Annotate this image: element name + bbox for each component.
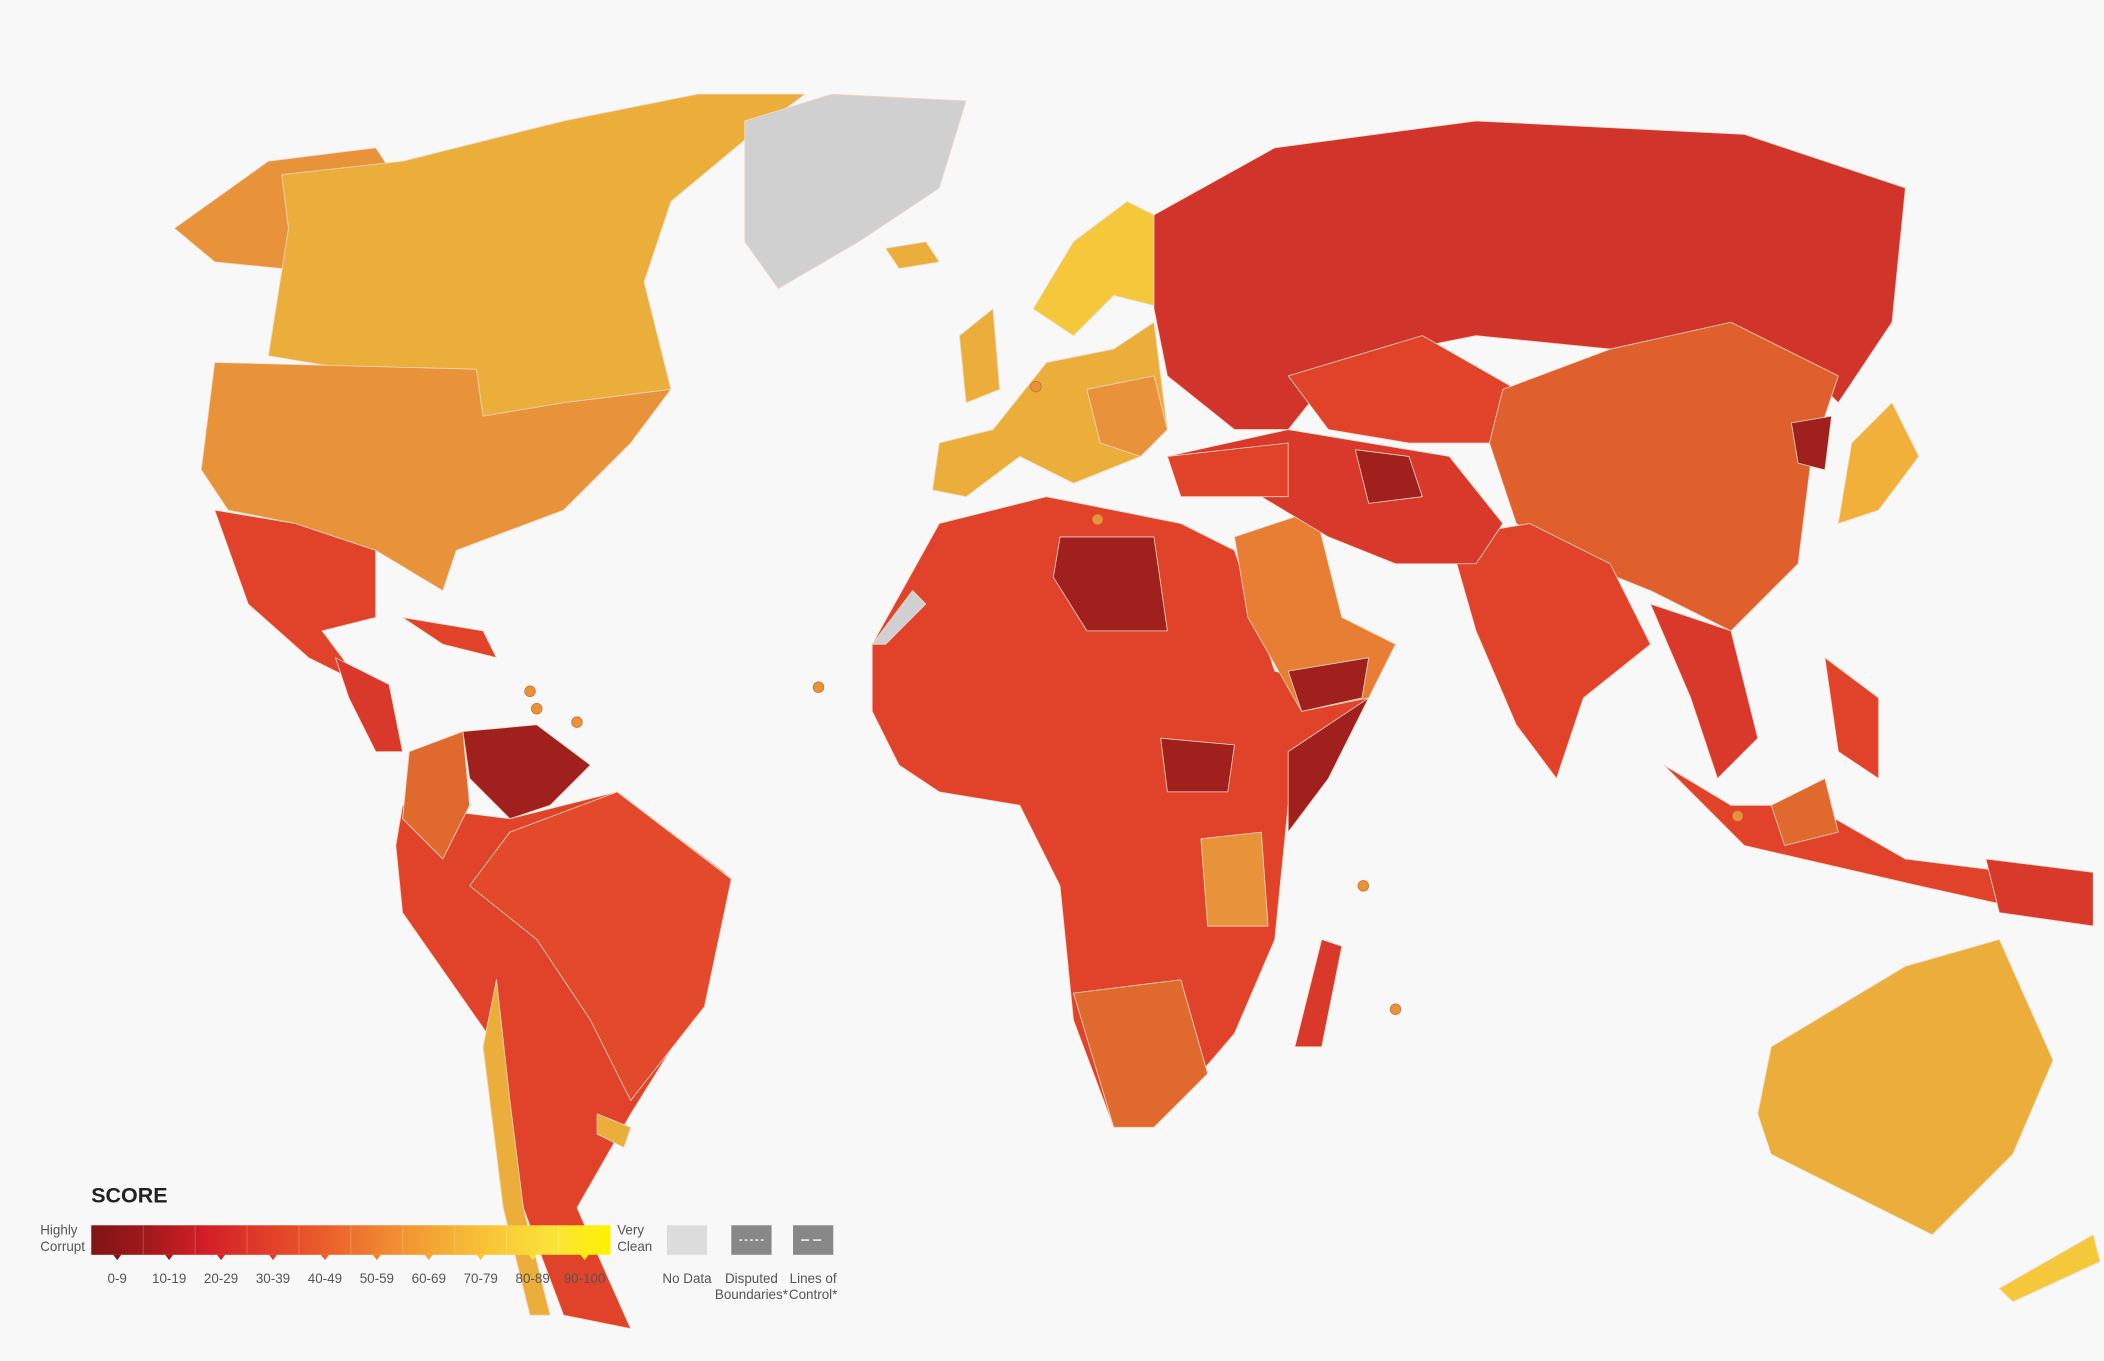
mexico [214, 509, 377, 685]
bin-marker [320, 1254, 329, 1261]
bin-label: 80-89 [515, 1271, 549, 1286]
bin-marker [217, 1254, 226, 1261]
bin-marker [424, 1254, 433, 1261]
small-islands [524, 380, 1744, 1015]
bin-marker [113, 1254, 122, 1261]
bin-label: 70-79 [464, 1271, 498, 1286]
bin-label: 30-39 [256, 1271, 290, 1286]
yemen [1287, 657, 1370, 712]
bin-marker [165, 1254, 174, 1261]
turkmenistan [1354, 449, 1423, 504]
legend-title: SCORE [91, 1183, 167, 1207]
greenland [744, 93, 967, 290]
countries [174, 93, 2101, 1330]
uruguay [596, 1113, 632, 1148]
north-korea [1790, 415, 1833, 471]
turkey [1166, 442, 1289, 498]
bin-marker [580, 1254, 589, 1261]
borneo [1770, 778, 1839, 846]
tanzania [1200, 831, 1269, 927]
bin-marker [476, 1254, 485, 1261]
southern-africa [1073, 979, 1209, 1128]
no-data-label: No Data [662, 1271, 712, 1286]
bin-label: 40-49 [308, 1271, 342, 1286]
low-label: Highly [40, 1223, 78, 1238]
papua-new-guinea [1985, 858, 2094, 927]
new-zealand [1998, 1234, 2101, 1303]
loc-label: Control* [789, 1287, 837, 1302]
usa [200, 362, 672, 591]
bin-label: 60-69 [412, 1271, 446, 1286]
color-scale [91, 1225, 611, 1255]
southeast-asia [1650, 603, 1759, 779]
bin-label: 10-19 [152, 1271, 186, 1286]
caribbean [402, 617, 497, 659]
japan [1837, 402, 1920, 524]
bin-marker [372, 1254, 381, 1261]
no-data-swatch [666, 1225, 708, 1255]
bin-marker [268, 1254, 278, 1261]
philippines [1824, 657, 1879, 779]
brazil [469, 791, 732, 1101]
madagascar [1294, 939, 1343, 1048]
bin-marker [528, 1254, 537, 1261]
legend: SCORE Highly Corrupt Very Clean No Data … [40, 1183, 837, 1302]
high-label: Clean [617, 1239, 652, 1254]
eastern-europe [1086, 375, 1168, 457]
bin-label: 90-100 [564, 1271, 606, 1286]
australia [1757, 939, 2054, 1236]
uk [959, 308, 1001, 404]
western-sahara [871, 590, 927, 645]
south-sudan [1160, 737, 1235, 793]
africa [871, 496, 1370, 1128]
bin-label: 20-29 [204, 1271, 238, 1286]
libya [1052, 536, 1168, 632]
bin-label: 0-9 [108, 1271, 127, 1286]
somalia [1287, 697, 1370, 833]
venezuela [462, 724, 591, 820]
india [1448, 523, 1651, 779]
bin-label: 50-59 [360, 1271, 394, 1286]
chile [482, 979, 551, 1316]
central-america [335, 657, 403, 753]
disputed-label: Disputed [725, 1271, 778, 1286]
iceland [885, 241, 940, 269]
low-label: Corrupt [40, 1239, 85, 1254]
loc-label: Lines of [790, 1271, 837, 1286]
colombia [402, 731, 471, 860]
high-label: Very [617, 1223, 644, 1238]
disputed-label: Boundaries* [715, 1287, 788, 1302]
